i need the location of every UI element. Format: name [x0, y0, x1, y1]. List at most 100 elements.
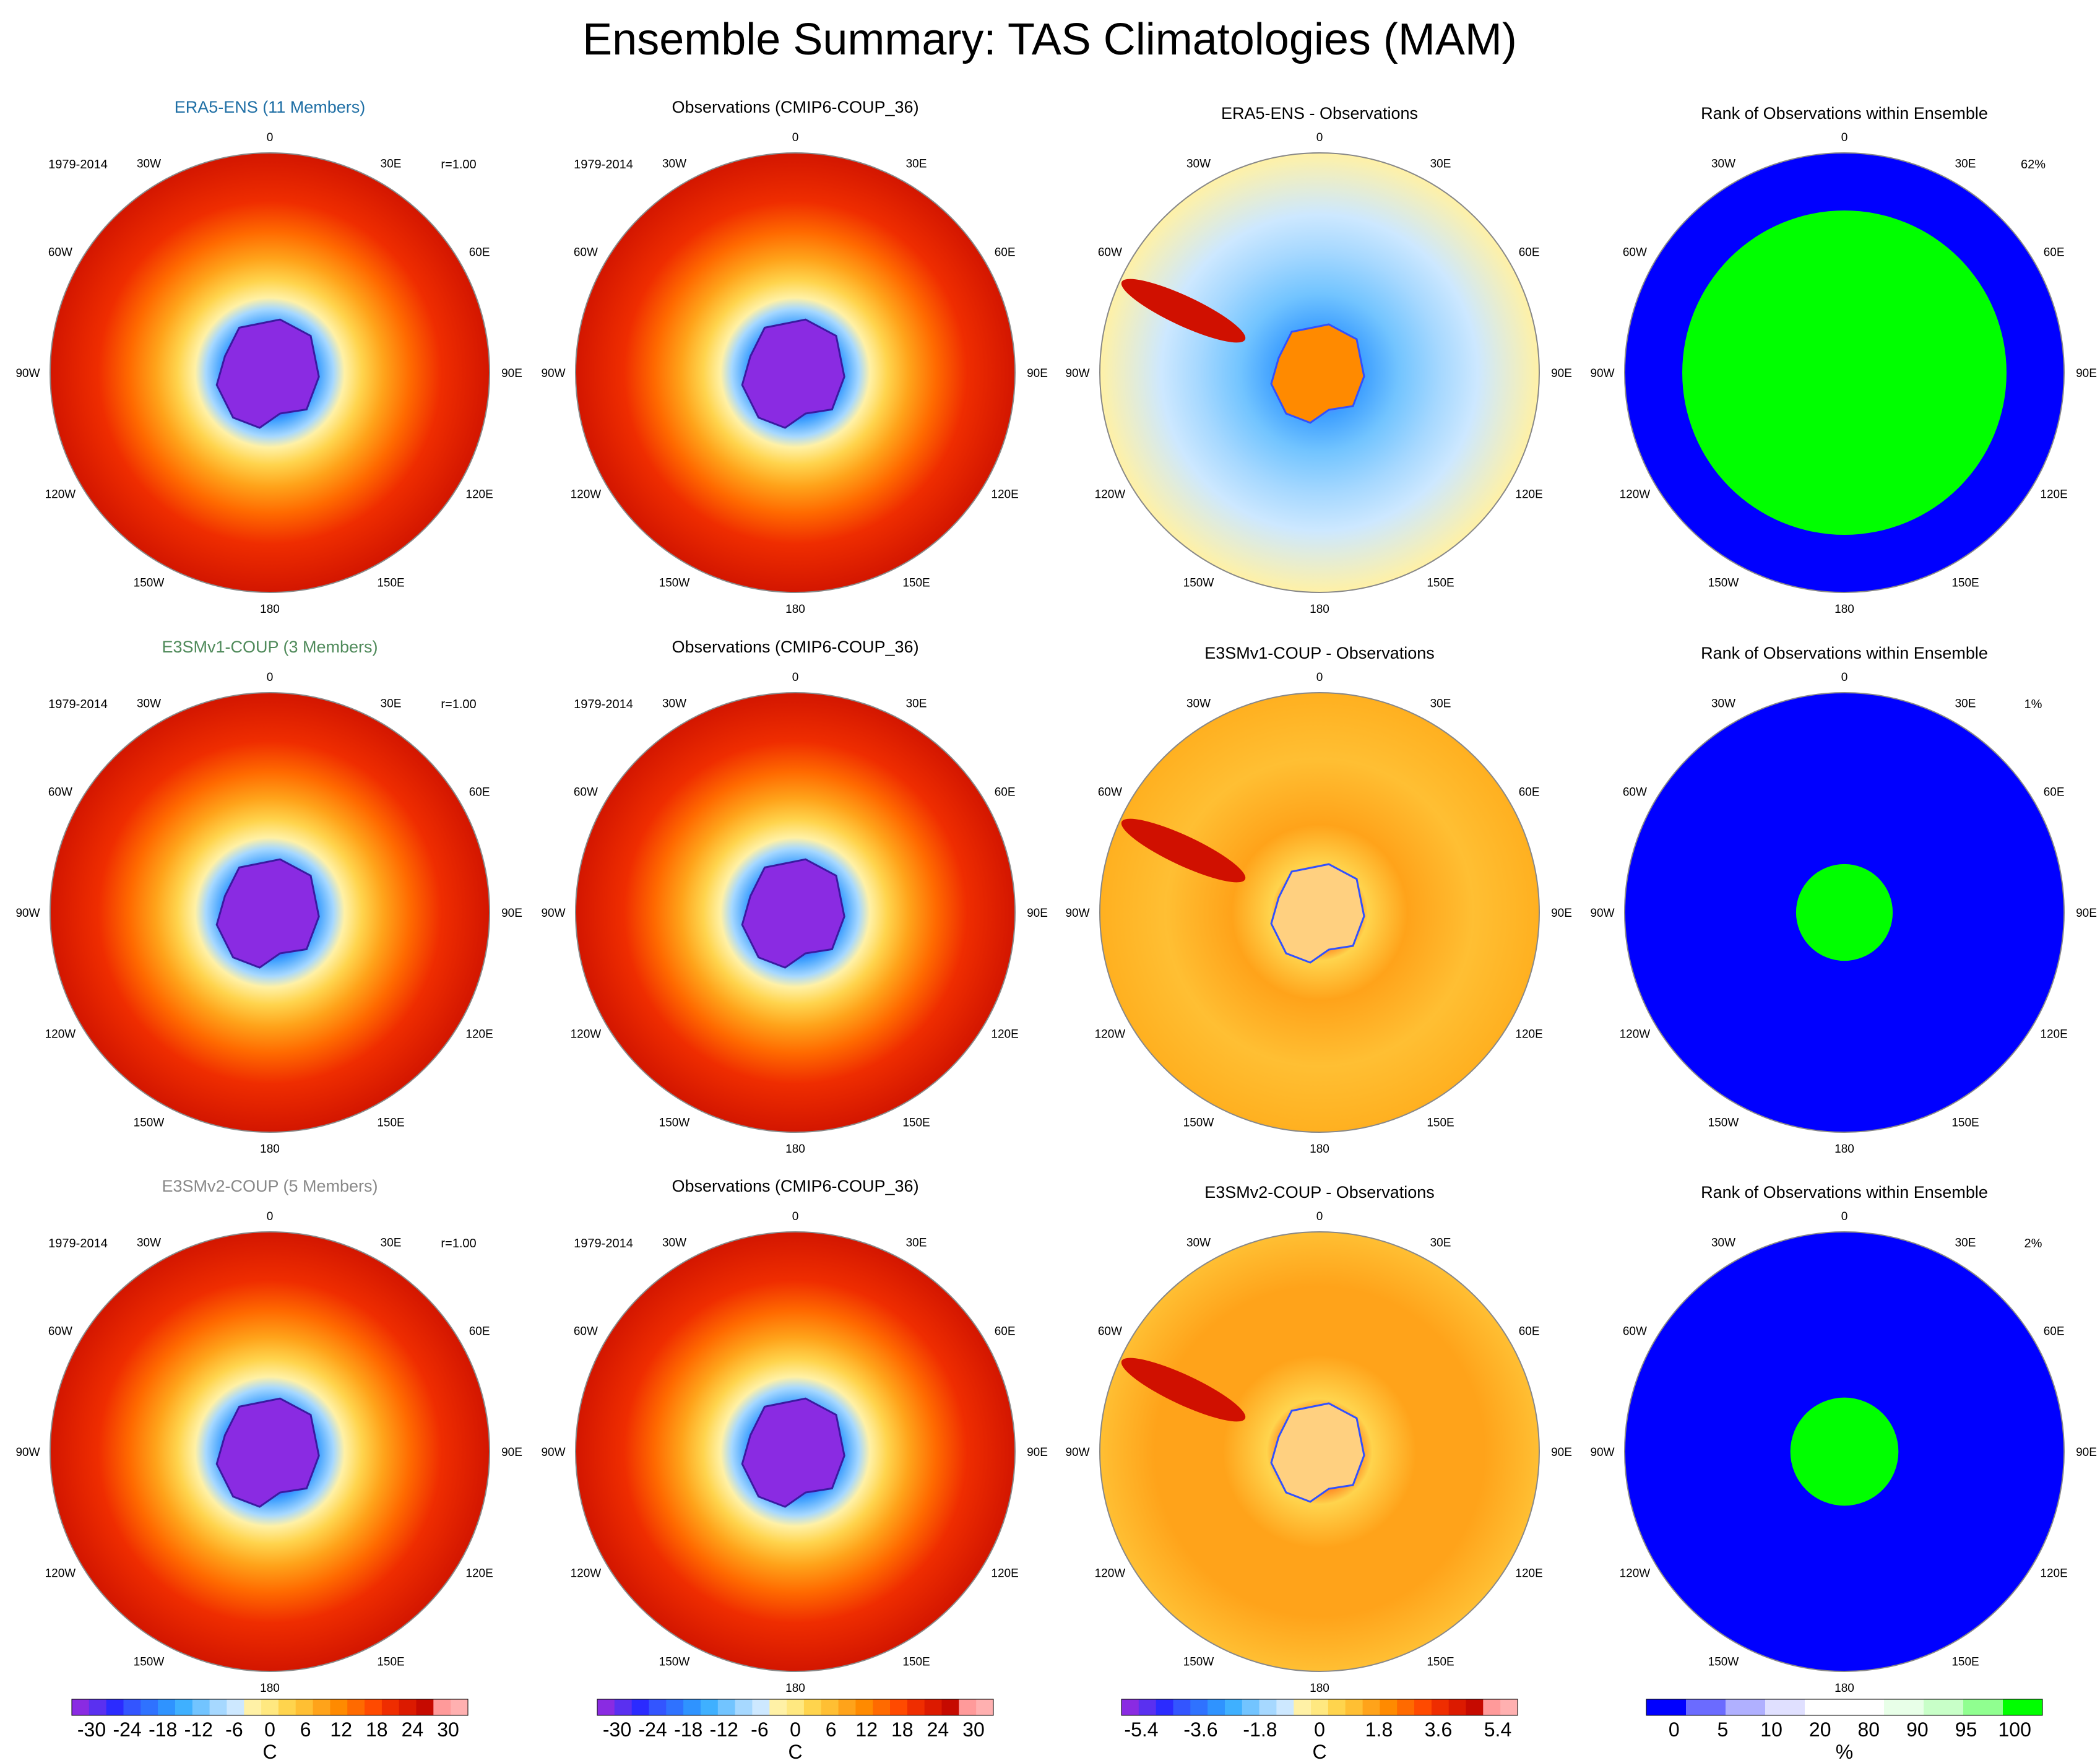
colorbar-tick: -12 — [184, 1718, 213, 1741]
colorbar-tick: -5.4 — [1124, 1718, 1158, 1741]
colorbar-frame — [71, 1699, 469, 1716]
colorbar-swatch — [1173, 1699, 1191, 1715]
lon-label: 180 — [260, 603, 280, 616]
lon-label: 30E — [1955, 697, 1976, 710]
lon-label: 60E — [469, 246, 490, 259]
lon-label: 150W — [134, 1656, 165, 1669]
rank-summary-pct: 62% — [2021, 158, 2046, 171]
colorbar-swatch — [1466, 1699, 1484, 1715]
lon-label: 60E — [2044, 1325, 2065, 1338]
lon-label: 60W — [1623, 786, 1647, 799]
lon-label: 120E — [465, 488, 493, 501]
lon-label: 180 — [785, 603, 805, 616]
bias-streak — [1121, 818, 1246, 883]
colorbar-swatch — [399, 1699, 417, 1715]
colorbar-tick: 0 — [1314, 1718, 1325, 1741]
antarctica-shape — [215, 318, 320, 429]
colorbar-tick: 100 — [1998, 1718, 2031, 1741]
colorbar-tick: 1.8 — [1365, 1718, 1393, 1741]
lon-label: 90W — [1590, 1446, 1614, 1459]
colorbar-2: -30 -24 -18 -12 -6 0 6 12 18 24 30 C — [597, 1699, 994, 1763]
colorbar-swatch — [1500, 1699, 1518, 1715]
lon-label: 90E — [501, 367, 522, 380]
lon-label: 150E — [377, 1117, 404, 1130]
lon-label: 60W — [1098, 1325, 1122, 1338]
lon-label: 180 — [785, 1682, 805, 1695]
colorbar-swatch — [941, 1699, 959, 1715]
lon-label: 30W — [1186, 1236, 1211, 1249]
colorbar-swatch — [227, 1699, 244, 1715]
colorbar-swatch — [313, 1699, 331, 1715]
lon-label: 150W — [134, 577, 165, 590]
lon-label: 150W — [1708, 1656, 1739, 1669]
colorbar-swatch — [1311, 1699, 1329, 1715]
colorbar-unit: C — [788, 1741, 802, 1763]
rank-green-region — [1790, 1397, 1899, 1506]
colorbar-swatch — [1963, 1699, 2003, 1715]
lon-label: 60E — [1519, 786, 1540, 799]
colorbar-swatch — [959, 1699, 977, 1715]
lon-label: 60W — [48, 786, 72, 799]
colorbar-tick: -24 — [638, 1718, 667, 1741]
lon-label: 180 — [260, 1143, 280, 1156]
colorbar-swatch — [614, 1699, 633, 1715]
colorbar-tick: 0 — [790, 1718, 801, 1741]
panel-title: Observations (CMIP6-COUP_36) — [672, 1177, 918, 1195]
colorbar-tick: 0 — [1669, 1718, 1680, 1741]
colorbar-tick: -6 — [225, 1718, 243, 1741]
lon-label: 90W — [1065, 1446, 1089, 1459]
lon-label: 0 — [1316, 1210, 1323, 1223]
colorbar-swatch — [769, 1699, 787, 1715]
lon-label: 120E — [991, 1028, 1018, 1041]
lon-label: 150E — [902, 1656, 930, 1669]
lon-label: 120W — [45, 488, 76, 501]
colorbar-swatch — [1362, 1699, 1380, 1715]
lon-label: 90W — [1065, 367, 1089, 380]
colorbar-swatch — [1190, 1699, 1208, 1715]
period-label: 1979-2014 — [48, 1237, 108, 1250]
lon-label: 150W — [659, 1656, 690, 1669]
colorbar-tick: -1.8 — [1243, 1718, 1277, 1741]
lon-label: 150E — [377, 1656, 404, 1669]
correlation-label: r=1.00 — [441, 158, 476, 171]
lon-label: 120E — [991, 488, 1018, 501]
colorbar-tick: 18 — [366, 1718, 388, 1741]
colorbar-tick: 3.6 — [1425, 1718, 1452, 1741]
lon-label: 150W — [659, 1117, 690, 1130]
panel-diff-row1: ERA5-ENS - Observations 0 30E 60E 90E 120E 150… — [1065, 104, 1571, 616]
colorbar-swatch — [1805, 1699, 1845, 1715]
lon-label: 90W — [15, 367, 40, 380]
lon-label: 150W — [134, 1117, 165, 1130]
lon-label: 120W — [1620, 1567, 1651, 1580]
colorbar-swatch — [907, 1699, 925, 1715]
colorbar-swatch — [752, 1699, 770, 1715]
lon-label: 90E — [501, 1446, 522, 1459]
lon-label: 0 — [267, 1210, 274, 1223]
rank-green-region — [1795, 864, 1893, 961]
rank-summary-pct: 2% — [2024, 1237, 2042, 1250]
antarctica-shape — [741, 1397, 845, 1508]
colorbar-tick: 10 — [1760, 1718, 1782, 1741]
lon-label: 150E — [1427, 577, 1454, 590]
panel-diff-row2: E3SMv1-COUP - Observations 0 30E 60E 90E 120E… — [1065, 644, 1571, 1156]
lon-label: 90W — [1065, 907, 1089, 920]
lon-label: 60E — [469, 786, 490, 799]
colorbar-unit: C — [262, 1741, 277, 1763]
colorbar-tick: -24 — [113, 1718, 141, 1741]
panel-title: ERA5-ENS (11 Members) — [175, 98, 366, 116]
colorbar-tick: 24 — [402, 1718, 424, 1741]
figure-title: Ensemble Summary: TAS Climatologies (MAM… — [582, 15, 1517, 64]
antarctica-shape — [215, 858, 320, 969]
colorbar-swatch — [1483, 1699, 1501, 1715]
panel-model-row1: ERA5-ENS (11 Members) 1979-2014 r=1.00 0 30E… — [15, 98, 522, 616]
colorbar-4: 0 5 10 20 80 90 95 100% — [1646, 1699, 2043, 1763]
antarctica-shape — [741, 318, 845, 429]
colorbar-tick: -30 — [77, 1718, 106, 1741]
colorbar-row: -30 -24 -18 -12 -6 0 6 12 18 24 30 C -30 -24 -18 -12 -6 0… — [71, 1699, 2043, 1763]
lon-label: 60W — [574, 1325, 598, 1338]
colorbar-swatch — [1844, 1699, 1885, 1715]
lon-label: 150E — [902, 577, 930, 590]
lon-label: 150W — [659, 577, 690, 590]
colorbar-swatch — [666, 1699, 684, 1715]
lon-label: 90E — [1551, 907, 1572, 920]
